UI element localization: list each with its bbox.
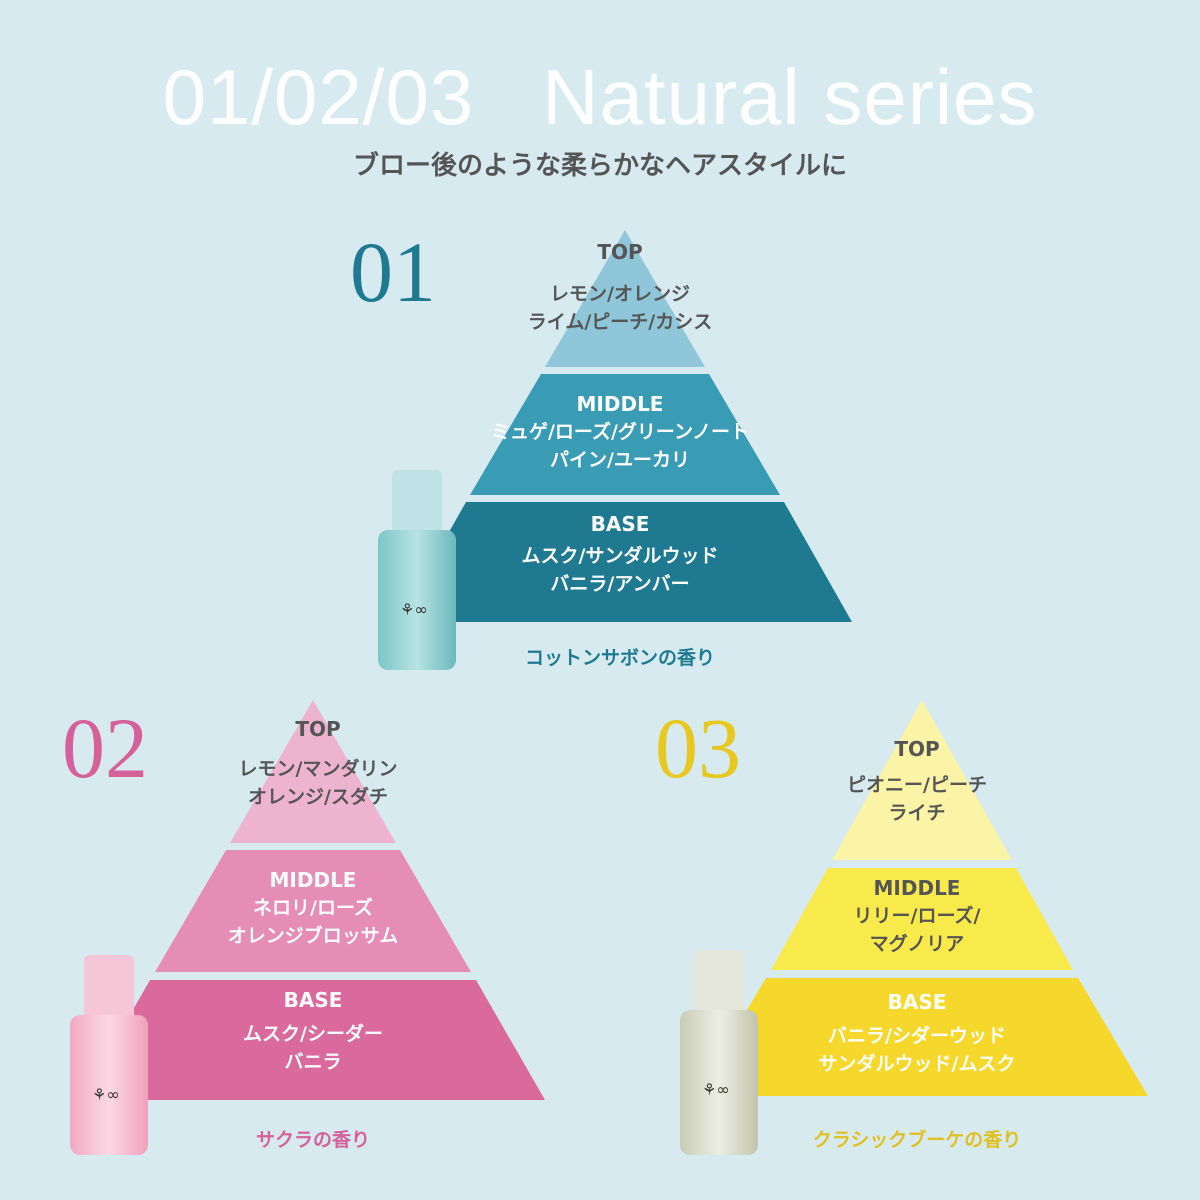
- subtitle: ブロー後のような柔らかなヘアスタイルに: [352, 151, 847, 181]
- bottle-clear-icon: ⚘∞: [680, 950, 758, 1155]
- note-line: マグノリア: [869, 933, 965, 955]
- pyramid-03-base-band: [696, 978, 1148, 1096]
- pyramid-01-middle-band: [470, 374, 780, 495]
- top-label: TOP: [894, 737, 940, 761]
- note-line: オレンジ/スダチ: [248, 786, 388, 808]
- series-number-02: 02: [62, 700, 148, 796]
- middle-notes-03: MIDDLE リリー/ローズ/ マグノリア: [767, 874, 1067, 958]
- note-line: ミュゲ/ローズ/グリーンノート: [490, 421, 750, 443]
- bottle-teal-icon: ⚘∞: [378, 470, 456, 670]
- note-line: リリー/ローズ/: [853, 905, 981, 927]
- note-line: バニラ/アンバー: [550, 573, 690, 595]
- note-line: オレンジブロッサム: [227, 925, 399, 947]
- base-notes-03: BASE バニラ/シダーウッド サンダルウッド/ムスク: [767, 988, 1067, 1078]
- bottle-pink-icon: ⚘∞: [70, 955, 148, 1155]
- base-notes-02: BASE ムスク/シーダー バニラ: [163, 986, 463, 1076]
- top-label: TOP: [295, 717, 341, 741]
- middle-notes-01: MIDDLE ミュゲ/ローズ/グリーンノート パイン/ユーカリ: [420, 390, 820, 474]
- middle-label: MIDDLE: [576, 392, 664, 416]
- scent-name-01: コットンサボンの香り: [524, 647, 715, 669]
- scent-name-03: クラシックブーケの香り: [812, 1129, 1022, 1151]
- middle-notes-02: MIDDLE ネロリ/ローズ オレンジブロッサム: [163, 866, 463, 950]
- note-line: ムスク/サンダルウッド: [521, 545, 719, 567]
- base-notes-01: BASE ムスク/サンダルウッド バニラ/アンバー: [470, 510, 770, 598]
- pyramid-03: [696, 700, 1148, 1096]
- base-label: BASE: [283, 988, 343, 1012]
- series-number-03: 03: [655, 700, 741, 796]
- note-line: ライム/ピーチ/カシス: [527, 311, 713, 333]
- top-label: TOP: [597, 240, 643, 264]
- note-line: パイン/ユーカリ: [550, 449, 690, 471]
- top-notes-02: TOP レモン/マンダリン オレンジ/スダチ: [168, 715, 468, 811]
- note-line: ピオニー/ピーチ: [847, 774, 987, 796]
- pyramid-01: [398, 230, 852, 622]
- middle-label: MIDDLE: [873, 876, 961, 900]
- page-title: 01/02/03 Natural series: [162, 53, 1038, 141]
- pyramid-03-middle-band: [771, 868, 1073, 970]
- pyramid-01-top-band: [545, 230, 705, 367]
- note-line: レモン/オレンジ: [550, 283, 690, 305]
- top-notes-03: TOP ピオニー/ピーチ ライチ: [767, 735, 1067, 827]
- scent-name-02: サクラの香り: [255, 1129, 370, 1151]
- pyramid-02-base-band: [81, 980, 545, 1100]
- pyramid-02-top-band: [230, 700, 396, 843]
- note-line: ネロリ/ローズ: [253, 897, 373, 919]
- base-label: BASE: [590, 512, 650, 536]
- top-notes-01: TOP レモン/オレンジ ライム/ピーチ/カシス: [470, 238, 770, 336]
- note-line: ムスク/シーダー: [243, 1023, 383, 1045]
- series-number-01: 01: [350, 224, 436, 320]
- note-line: バニラ/シダーウッド: [828, 1025, 1006, 1047]
- middle-label: MIDDLE: [269, 868, 357, 892]
- note-line: レモン/マンダリン: [238, 758, 398, 780]
- pyramid-01-base-band: [398, 502, 852, 622]
- pyramid-03-top-band: [832, 700, 1012, 860]
- pyramid-02-middle-band: [155, 850, 471, 972]
- note-line: サンダルウッド/ムスク: [818, 1053, 1016, 1075]
- note-line: ライチ: [888, 802, 946, 824]
- pyramid-02: [81, 700, 545, 1100]
- base-label: BASE: [887, 990, 947, 1014]
- note-line: バニラ: [284, 1051, 342, 1073]
